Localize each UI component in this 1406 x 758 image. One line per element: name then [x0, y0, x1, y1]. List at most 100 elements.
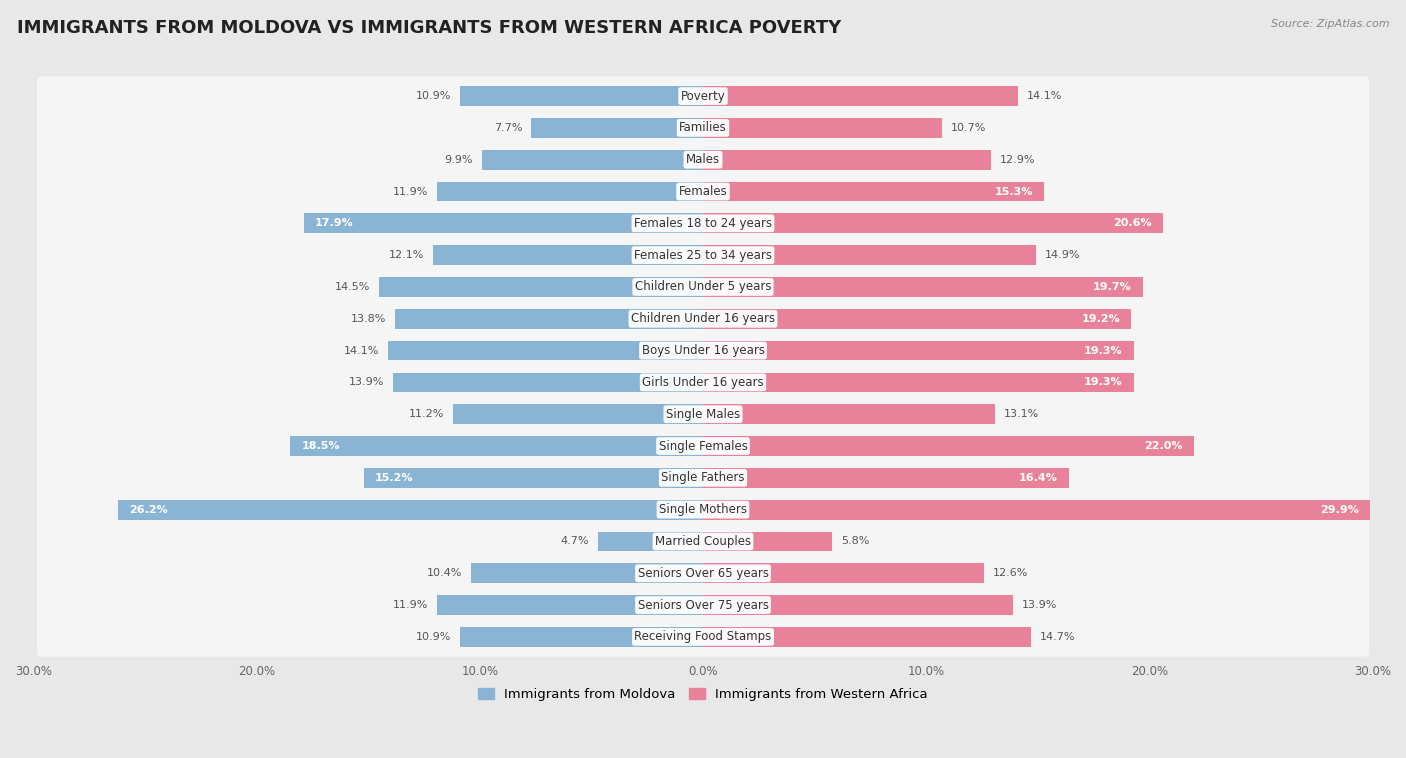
Text: 13.9%: 13.9%: [349, 377, 384, 387]
Text: 11.2%: 11.2%: [409, 409, 444, 419]
Text: Married Couples: Married Couples: [655, 535, 751, 548]
Bar: [471, 563, 703, 583]
FancyBboxPatch shape: [37, 204, 1369, 243]
Text: 14.9%: 14.9%: [1045, 250, 1080, 260]
Bar: [703, 309, 1132, 329]
FancyBboxPatch shape: [37, 553, 1369, 593]
Text: Poverty: Poverty: [681, 89, 725, 102]
Text: Families: Families: [679, 121, 727, 134]
FancyBboxPatch shape: [37, 459, 1369, 497]
FancyBboxPatch shape: [37, 77, 1369, 116]
Text: Females 25 to 34 years: Females 25 to 34 years: [634, 249, 772, 262]
Bar: [388, 341, 703, 361]
Bar: [531, 118, 703, 138]
Bar: [703, 150, 991, 170]
Bar: [118, 500, 703, 519]
Bar: [703, 563, 984, 583]
Text: 19.7%: 19.7%: [1092, 282, 1132, 292]
Text: Single Fathers: Single Fathers: [661, 471, 745, 484]
Text: 22.0%: 22.0%: [1144, 441, 1182, 451]
Bar: [392, 372, 703, 392]
Bar: [703, 86, 1018, 106]
Text: 11.9%: 11.9%: [394, 600, 429, 610]
Text: 13.8%: 13.8%: [350, 314, 387, 324]
Bar: [598, 531, 703, 551]
Legend: Immigrants from Moldova, Immigrants from Western Africa: Immigrants from Moldova, Immigrants from…: [472, 682, 934, 706]
Text: 12.1%: 12.1%: [388, 250, 425, 260]
Text: 26.2%: 26.2%: [129, 505, 169, 515]
Text: 19.3%: 19.3%: [1084, 377, 1122, 387]
Text: 12.6%: 12.6%: [993, 568, 1029, 578]
Text: 10.7%: 10.7%: [950, 123, 986, 133]
Bar: [482, 150, 703, 170]
Bar: [703, 468, 1069, 487]
Text: Females: Females: [679, 185, 727, 198]
Text: 10.9%: 10.9%: [415, 91, 451, 101]
Text: Source: ZipAtlas.com: Source: ZipAtlas.com: [1271, 19, 1389, 29]
Text: 9.9%: 9.9%: [444, 155, 474, 164]
FancyBboxPatch shape: [37, 427, 1369, 465]
Text: Seniors Over 65 years: Seniors Over 65 years: [637, 567, 769, 580]
Text: 14.1%: 14.1%: [1026, 91, 1062, 101]
Bar: [437, 595, 703, 615]
Bar: [703, 531, 832, 551]
FancyBboxPatch shape: [37, 585, 1369, 625]
FancyBboxPatch shape: [37, 395, 1369, 434]
Text: 13.9%: 13.9%: [1022, 600, 1057, 610]
Bar: [703, 436, 1194, 456]
Bar: [364, 468, 703, 487]
Text: Children Under 16 years: Children Under 16 years: [631, 312, 775, 325]
Bar: [395, 309, 703, 329]
FancyBboxPatch shape: [37, 172, 1369, 211]
Text: 12.9%: 12.9%: [1000, 155, 1035, 164]
Text: Single Females: Single Females: [658, 440, 748, 453]
Text: 19.2%: 19.2%: [1081, 314, 1121, 324]
Bar: [433, 246, 703, 265]
Text: Girls Under 16 years: Girls Under 16 years: [643, 376, 763, 389]
Text: 15.3%: 15.3%: [995, 186, 1033, 196]
Text: 13.1%: 13.1%: [1004, 409, 1039, 419]
FancyBboxPatch shape: [37, 522, 1369, 561]
Bar: [703, 627, 1031, 647]
FancyBboxPatch shape: [37, 363, 1369, 402]
Bar: [437, 182, 703, 202]
Text: 17.9%: 17.9%: [315, 218, 353, 228]
Bar: [703, 404, 995, 424]
FancyBboxPatch shape: [37, 617, 1369, 656]
Bar: [304, 214, 703, 233]
Bar: [703, 214, 1163, 233]
Bar: [290, 436, 703, 456]
Bar: [703, 277, 1143, 297]
Text: Boys Under 16 years: Boys Under 16 years: [641, 344, 765, 357]
FancyBboxPatch shape: [37, 140, 1369, 180]
Text: Males: Males: [686, 153, 720, 166]
Bar: [703, 372, 1133, 392]
Bar: [453, 404, 703, 424]
Text: Females 18 to 24 years: Females 18 to 24 years: [634, 217, 772, 230]
Text: 29.9%: 29.9%: [1320, 505, 1360, 515]
Text: 4.7%: 4.7%: [561, 537, 589, 547]
Text: 14.7%: 14.7%: [1040, 632, 1076, 642]
Bar: [460, 86, 703, 106]
FancyBboxPatch shape: [37, 268, 1369, 306]
Text: 11.9%: 11.9%: [394, 186, 429, 196]
Text: 18.5%: 18.5%: [301, 441, 340, 451]
Bar: [460, 627, 703, 647]
Text: 15.2%: 15.2%: [375, 473, 413, 483]
Bar: [703, 118, 942, 138]
Text: 10.4%: 10.4%: [426, 568, 463, 578]
FancyBboxPatch shape: [37, 236, 1369, 274]
Text: Single Males: Single Males: [666, 408, 740, 421]
Text: 14.1%: 14.1%: [344, 346, 380, 356]
FancyBboxPatch shape: [37, 331, 1369, 370]
Text: Children Under 5 years: Children Under 5 years: [634, 280, 772, 293]
FancyBboxPatch shape: [37, 108, 1369, 148]
Text: 7.7%: 7.7%: [494, 123, 522, 133]
Text: 19.3%: 19.3%: [1084, 346, 1122, 356]
Bar: [703, 246, 1035, 265]
Text: 5.8%: 5.8%: [841, 537, 870, 547]
Text: Seniors Over 75 years: Seniors Over 75 years: [637, 599, 769, 612]
FancyBboxPatch shape: [37, 299, 1369, 338]
Text: 14.5%: 14.5%: [335, 282, 371, 292]
Bar: [703, 341, 1133, 361]
